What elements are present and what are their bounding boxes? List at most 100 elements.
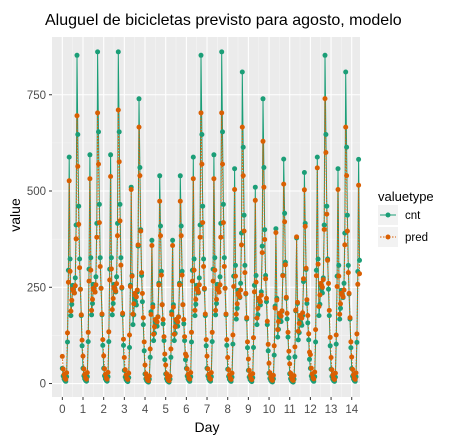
data-point-cnt bbox=[219, 49, 225, 55]
data-point-cnt bbox=[193, 301, 199, 307]
data-point-pred bbox=[302, 223, 308, 229]
data-point-cnt bbox=[118, 255, 124, 261]
data-point-cnt bbox=[95, 49, 101, 55]
data-point-pred bbox=[196, 282, 202, 288]
x-tick-label: 12 bbox=[304, 404, 317, 416]
data-point-pred bbox=[65, 279, 71, 285]
data-point-pred bbox=[241, 228, 247, 234]
data-point-pred bbox=[245, 356, 251, 362]
data-point-pred bbox=[305, 313, 311, 318]
data-point-pred bbox=[98, 285, 104, 291]
data-point-cnt bbox=[192, 313, 198, 319]
data-point-pred bbox=[158, 233, 163, 239]
data-point-pred bbox=[77, 265, 83, 271]
data-point-pred bbox=[170, 243, 176, 248]
data-point-pred bbox=[279, 308, 285, 314]
data-point-pred bbox=[231, 284, 237, 289]
data-point-pred bbox=[72, 283, 78, 289]
data-point-cnt bbox=[189, 339, 194, 345]
data-point-cnt bbox=[114, 274, 120, 280]
data-point-pred bbox=[254, 315, 260, 321]
data-point-pred bbox=[204, 353, 210, 359]
data-point-cnt bbox=[316, 313, 322, 319]
data-point-pred bbox=[156, 282, 162, 288]
data-point-pred bbox=[303, 265, 309, 271]
data-point-pred bbox=[136, 124, 142, 130]
data-point-pred bbox=[346, 290, 352, 296]
data-point-cnt bbox=[77, 256, 83, 262]
data-point-cnt bbox=[76, 203, 82, 209]
data-point-pred bbox=[312, 369, 318, 375]
y-tick-label: 250 bbox=[27, 282, 46, 294]
data-point-cnt bbox=[109, 312, 115, 318]
data-point-cnt bbox=[239, 69, 245, 75]
data-point-cnt bbox=[200, 203, 206, 209]
data-point-pred bbox=[337, 311, 343, 317]
data-point-pred bbox=[184, 366, 190, 372]
data-point-cnt bbox=[130, 322, 136, 328]
data-point-cnt bbox=[338, 305, 343, 311]
x-tick-label: 7 bbox=[204, 404, 210, 416]
data-point-pred bbox=[334, 284, 340, 289]
data-point-pred bbox=[342, 242, 348, 248]
data-point-pred bbox=[238, 287, 244, 293]
data-point-cnt bbox=[117, 201, 123, 207]
data-point-cnt bbox=[96, 201, 102, 207]
data-point-pred bbox=[142, 362, 148, 368]
data-point-pred bbox=[251, 335, 256, 341]
data-point-pred bbox=[90, 296, 95, 302]
data-point-cnt bbox=[230, 341, 236, 347]
data-point-pred bbox=[320, 277, 326, 283]
data-point-pred bbox=[161, 334, 167, 340]
data-point-pred bbox=[285, 329, 291, 335]
data-point-cnt bbox=[271, 352, 277, 358]
data-point-pred bbox=[201, 285, 207, 291]
data-point-pred bbox=[353, 370, 359, 376]
data-point-pred bbox=[168, 346, 174, 352]
data-point-pred bbox=[67, 268, 73, 274]
data-point-pred bbox=[218, 234, 224, 240]
data-point-pred bbox=[93, 282, 99, 288]
data-point-cnt bbox=[357, 257, 362, 263]
data-point-pred bbox=[245, 339, 250, 345]
data-point-cnt bbox=[178, 223, 184, 229]
data-point-pred bbox=[326, 280, 331, 286]
data-point-pred bbox=[139, 270, 145, 276]
x-tick-label: 3 bbox=[121, 404, 127, 416]
data-point-cnt bbox=[160, 321, 166, 327]
data-point-cnt bbox=[198, 52, 204, 58]
data-point-pred bbox=[313, 273, 319, 279]
y-tick-label: 0 bbox=[40, 379, 46, 391]
data-point-cnt bbox=[211, 152, 217, 158]
data-point-pred bbox=[228, 376, 234, 382]
data-point-cnt bbox=[74, 52, 80, 58]
data-point-cnt bbox=[324, 203, 330, 209]
data-point-pred bbox=[217, 282, 223, 288]
data-point-pred bbox=[81, 366, 87, 372]
data-point-pred bbox=[338, 301, 343, 307]
data-point-pred bbox=[255, 305, 261, 311]
data-point-pred bbox=[126, 370, 132, 376]
data-point-pred bbox=[181, 317, 187, 322]
data-point-pred bbox=[146, 378, 151, 384]
data-point-cnt bbox=[106, 339, 112, 345]
data-point-cnt bbox=[137, 165, 143, 170]
data-point-pred bbox=[187, 376, 193, 382]
data-point-cnt bbox=[147, 354, 153, 360]
data-point-cnt bbox=[354, 339, 360, 345]
data-point-pred bbox=[335, 187, 341, 192]
data-point-pred bbox=[283, 294, 289, 300]
data-point-pred bbox=[108, 266, 114, 272]
data-point-pred bbox=[287, 361, 293, 367]
data-point-pred bbox=[253, 279, 259, 285]
data-point-cnt bbox=[162, 357, 168, 363]
data-point-pred bbox=[250, 371, 256, 377]
data-point-cnt bbox=[323, 132, 329, 137]
data-point-pred bbox=[278, 313, 284, 319]
data-point-pred bbox=[171, 331, 177, 337]
data-point-cnt bbox=[327, 343, 333, 349]
data-point-pred bbox=[304, 297, 310, 303]
data-point-pred bbox=[141, 339, 147, 345]
data-point-pred bbox=[75, 163, 81, 169]
